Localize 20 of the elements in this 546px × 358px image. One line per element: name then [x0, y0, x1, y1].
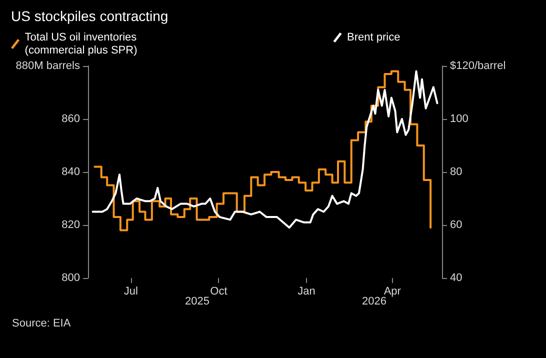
x-tick-label: Apr — [384, 286, 402, 298]
text: 2026 — [362, 296, 386, 308]
legend-label: Total US oil inventories (commercial plus SPR) — [24, 32, 140, 56]
y2-tick-label: $120/barrel — [450, 60, 506, 72]
x-tick-label: Oct — [210, 286, 228, 298]
y-tick-label: 880M barrels — [16, 60, 80, 72]
y2-tick-label: 60 — [450, 219, 462, 231]
legend-label: Brent price — [347, 32, 400, 44]
x-tick-label: Jul — [124, 286, 138, 298]
source-note: Source: EIA — [12, 318, 72, 330]
y2-tick-label: 80 — [450, 166, 462, 178]
y-tick-label: 860 — [62, 113, 80, 125]
y2-tick-label: 100 — [450, 113, 468, 125]
y-tick-label: 840 — [62, 166, 80, 178]
chart-title: US stockpiles contracting — [11, 8, 168, 24]
y2-tick-label: 40 — [450, 272, 462, 284]
y-tick-label: 820 — [62, 219, 80, 231]
y-tick-label: 800 — [62, 272, 80, 284]
text: 2025 — [185, 296, 210, 308]
x-tick-label: Jan — [298, 286, 316, 298]
